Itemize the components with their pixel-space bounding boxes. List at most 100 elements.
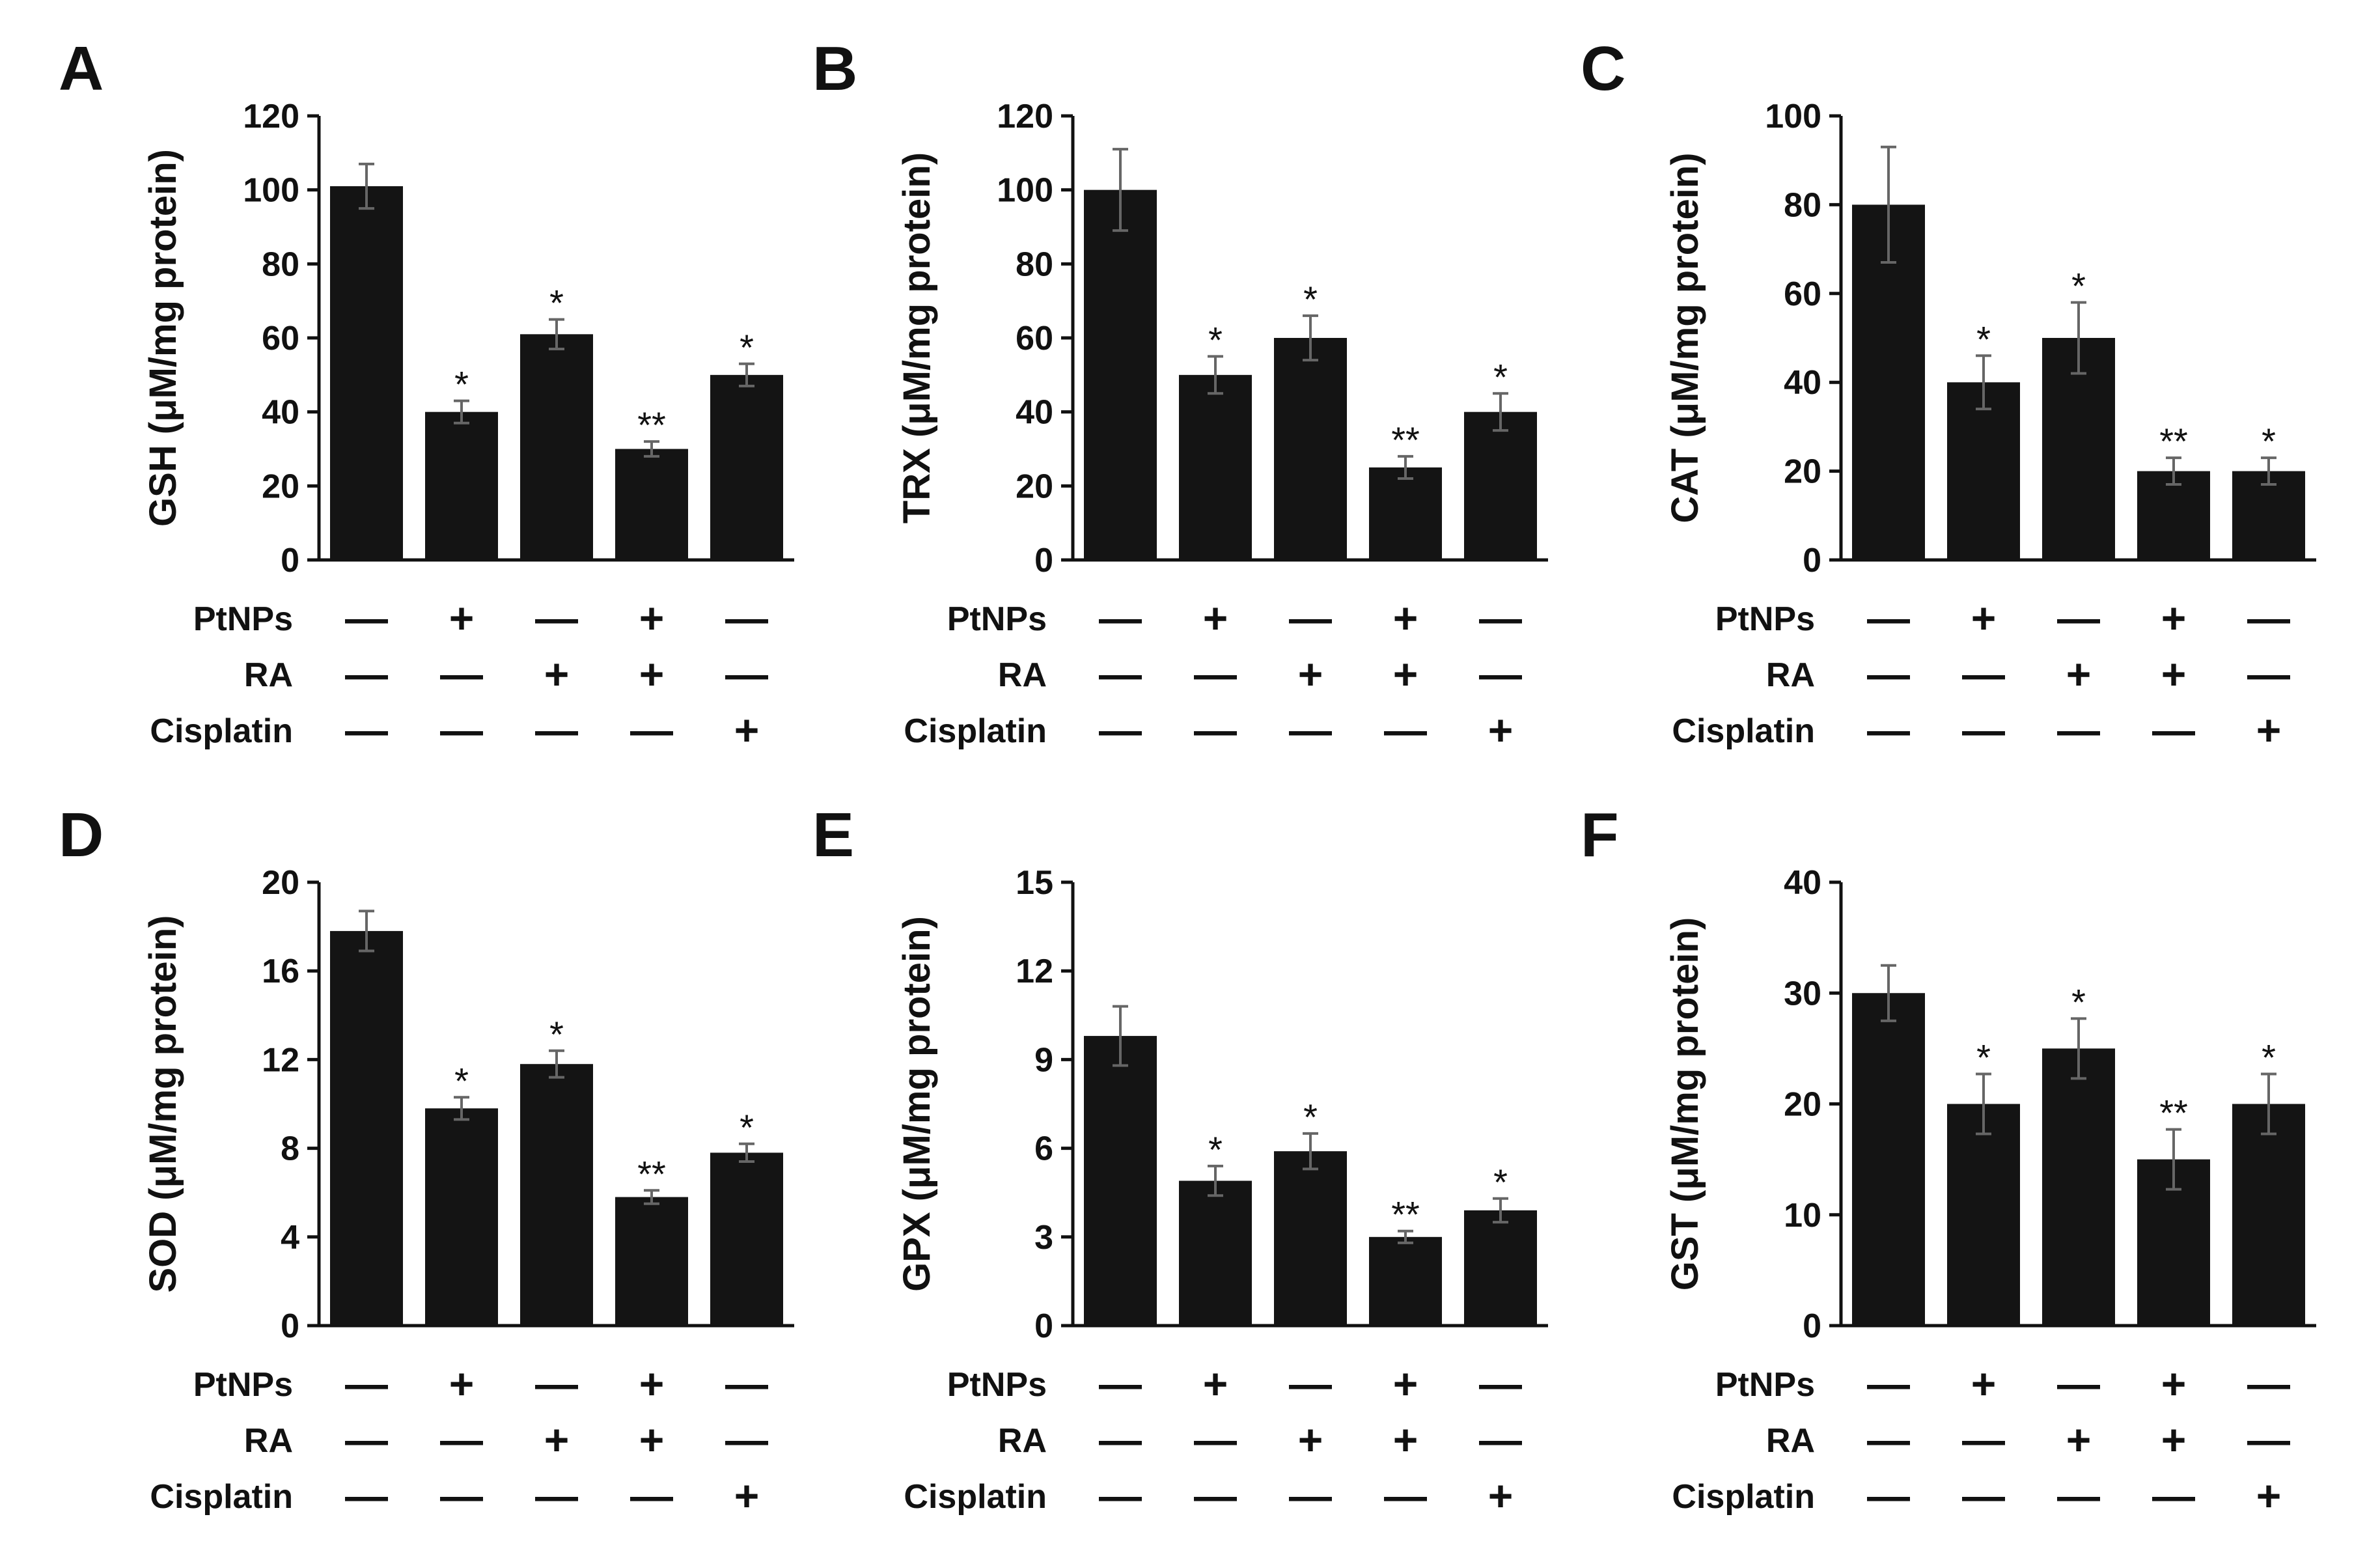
bar bbox=[425, 1108, 498, 1326]
factor-label: RA bbox=[244, 656, 293, 694]
treatment-sign: — bbox=[2247, 650, 2290, 698]
treatment-sign: — bbox=[1099, 594, 1142, 642]
y-tick-label: 15 bbox=[1016, 864, 1053, 902]
y-tick-label: 3 bbox=[1034, 1219, 1053, 1257]
bar bbox=[1274, 1151, 1347, 1326]
y-tick-label: 12 bbox=[262, 1041, 299, 1079]
treatment-sign: — bbox=[1194, 706, 1237, 754]
y-tick-label: 20 bbox=[262, 467, 299, 505]
significance-label: * bbox=[1208, 1129, 1223, 1170]
significance-label: * bbox=[1303, 279, 1318, 320]
y-tick-label: 0 bbox=[1803, 542, 1821, 579]
panel-letter: B bbox=[812, 34, 857, 104]
y-tick-label: 0 bbox=[1803, 1307, 1821, 1345]
treatment-sign: — bbox=[1867, 1471, 1910, 1520]
treatment-sign: — bbox=[630, 1471, 673, 1520]
treatment-sign: — bbox=[1867, 650, 1910, 698]
treatment-sign: — bbox=[1962, 706, 2005, 754]
treatment-sign: — bbox=[440, 706, 483, 754]
bar bbox=[1084, 189, 1157, 561]
treatment-sign: — bbox=[2057, 706, 2100, 754]
treatment-sign: — bbox=[1479, 1415, 1522, 1464]
treatment-sign: — bbox=[345, 594, 388, 642]
treatment-sign: — bbox=[1099, 706, 1142, 754]
y-tick-label: 20 bbox=[1016, 467, 1053, 505]
bar bbox=[2042, 338, 2115, 560]
treatment-sign: — bbox=[345, 650, 388, 698]
treatment-sign: + bbox=[1298, 1415, 1323, 1464]
y-axis-label: GST (μM/mg protein) bbox=[1664, 917, 1706, 1291]
treatment-sign: — bbox=[2152, 706, 2195, 754]
treatment-sign: — bbox=[345, 1471, 388, 1520]
panel-letter: F bbox=[1581, 800, 1619, 870]
bar bbox=[1947, 382, 2020, 560]
y-tick-label: 10 bbox=[1784, 1197, 1821, 1234]
y-axis-label: SOD (μM/mg protein) bbox=[142, 915, 184, 1293]
treatment-sign: — bbox=[535, 1471, 578, 1520]
y-tick-label: 60 bbox=[262, 320, 299, 357]
treatment-sign: — bbox=[1962, 1415, 2005, 1464]
bar bbox=[1947, 1104, 2020, 1326]
treatment-sign: + bbox=[1298, 650, 1323, 698]
treatment-sign: + bbox=[449, 594, 475, 642]
treatment-sign: — bbox=[1099, 1359, 1142, 1408]
treatment-sign: + bbox=[734, 706, 760, 754]
factor-label: PtNPs bbox=[947, 600, 1047, 638]
treatment-sign: — bbox=[630, 706, 673, 754]
treatment-sign: — bbox=[2247, 1415, 2290, 1464]
treatment-sign: + bbox=[1971, 594, 1997, 642]
panel-letter: C bbox=[1581, 34, 1626, 104]
treatment-sign: — bbox=[1962, 1471, 2005, 1520]
y-tick-label: 20 bbox=[1784, 453, 1821, 491]
factor-label: Cisplatin bbox=[150, 1478, 293, 1516]
bar bbox=[615, 449, 688, 560]
treatment-sign: — bbox=[1289, 1471, 1332, 1520]
treatment-sign: — bbox=[1289, 1359, 1332, 1408]
treatment-sign: — bbox=[440, 650, 483, 698]
treatment-sign: + bbox=[639, 650, 665, 698]
treatment-sign: + bbox=[1203, 1359, 1228, 1408]
treatment-sign: — bbox=[345, 706, 388, 754]
y-tick-label: 120 bbox=[997, 98, 1053, 135]
factor-label: RA bbox=[998, 656, 1047, 694]
y-tick-label: 80 bbox=[1016, 245, 1053, 283]
bar bbox=[1179, 374, 1252, 560]
bar bbox=[520, 1064, 593, 1326]
treatment-sign: — bbox=[1867, 1415, 1910, 1464]
bar bbox=[710, 374, 783, 560]
y-tick-label: 30 bbox=[1784, 975, 1821, 1012]
y-tick-label: 100 bbox=[997, 172, 1053, 210]
treatment-sign: — bbox=[1867, 1359, 1910, 1408]
y-tick-label: 40 bbox=[1784, 864, 1821, 902]
treatment-sign: — bbox=[1384, 706, 1427, 754]
treatment-sign: + bbox=[1971, 1359, 1997, 1408]
factor-label: PtNPs bbox=[1715, 600, 1815, 638]
bar bbox=[1369, 467, 1442, 560]
factor-label: Cisplatin bbox=[904, 712, 1047, 750]
factor-label: PtNPs bbox=[193, 600, 293, 638]
y-axis-label: GSH (μM/mg protein) bbox=[142, 149, 184, 527]
treatment-sign: + bbox=[544, 1415, 570, 1464]
significance-label: * bbox=[2262, 421, 2276, 462]
y-tick-label: 4 bbox=[281, 1219, 299, 1257]
significance-label: * bbox=[2071, 981, 2086, 1022]
treatment-sign: + bbox=[2161, 650, 2187, 698]
treatment-sign: — bbox=[2057, 594, 2100, 642]
treatment-sign: — bbox=[2057, 1359, 2100, 1408]
bar bbox=[1464, 1210, 1537, 1326]
y-tick-label: 60 bbox=[1784, 275, 1821, 313]
bar bbox=[330, 930, 403, 1326]
y-tick-label: 40 bbox=[262, 394, 299, 432]
significance-label: * bbox=[454, 1060, 469, 1101]
bar bbox=[1084, 1036, 1157, 1326]
significance-label: * bbox=[1208, 319, 1223, 360]
treatment-sign: + bbox=[639, 1359, 665, 1408]
treatment-sign: — bbox=[1962, 650, 2005, 698]
significance-label: * bbox=[1493, 356, 1508, 397]
treatment-sign: — bbox=[1289, 706, 1332, 754]
